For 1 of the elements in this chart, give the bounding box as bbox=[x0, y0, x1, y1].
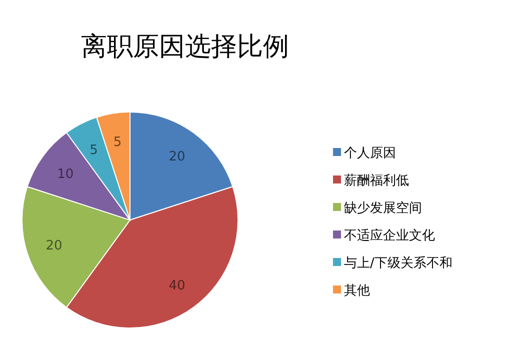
title: 离职原因选择比例 bbox=[81, 32, 289, 62]
